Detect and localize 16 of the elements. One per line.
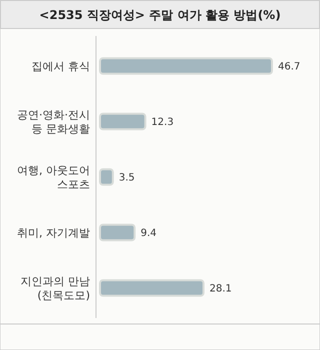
chart-title: <2535 직장여성> 주말 여가 활용 방법(%) — [39, 8, 281, 22]
y-tick-label: 공연·영화·전시 등 문화생활 — [17, 108, 90, 136]
data-label: 46.7 — [278, 61, 300, 72]
y-tick-label: 집에서 휴식 — [32, 60, 90, 73]
bar — [99, 279, 204, 297]
y-tick-label: 취미, 자기계발 — [17, 226, 90, 240]
bar — [99, 224, 136, 242]
data-label: 9.4 — [140, 228, 157, 240]
data-label: 3.5 — [118, 172, 135, 184]
bar — [99, 112, 146, 130]
bar — [99, 168, 114, 186]
bar — [99, 57, 273, 75]
y-tick-label: 여행, 아웃도어 스포츠 — [17, 164, 90, 191]
data-label: 12.3 — [151, 116, 174, 128]
y-tick-label: 지인과의 만남 (친목도모) — [20, 274, 90, 302]
data-label: 28.1 — [209, 284, 232, 295]
